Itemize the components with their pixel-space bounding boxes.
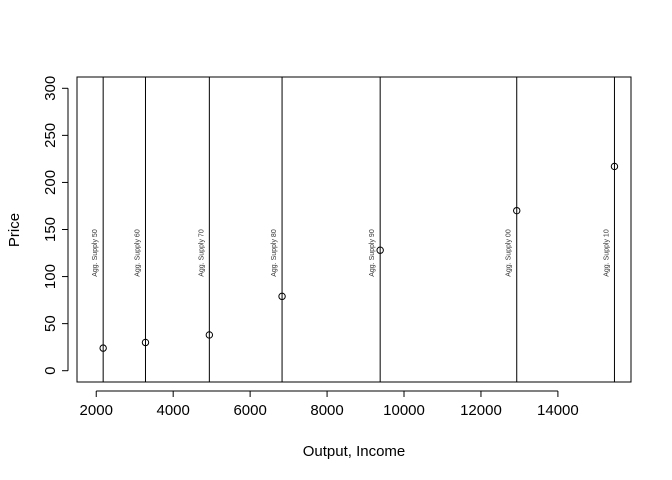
supply-vline-label: Agg. Supply 90 [369, 229, 376, 277]
y-tick-label: 50 [42, 315, 59, 332]
plot-frame [76, 76, 632, 383]
supply-vline-label: Agg. Supply 10 [603, 229, 610, 277]
y-tick-label: 250 [42, 123, 59, 148]
x-axis: 2000 4000 6000 8000 10000 12000 14000 [80, 390, 579, 419]
x-tick-label: 4000 [156, 402, 189, 419]
y-tick-label: 0 [42, 367, 59, 375]
data-point [376, 246, 384, 254]
data-point [610, 162, 619, 171]
data-point [513, 206, 521, 215]
x-tick-label: 12000 [460, 402, 502, 419]
points-layer [99, 162, 619, 352]
y-tick-label: 200 [42, 170, 59, 195]
x-tick-label: 8000 [310, 402, 343, 419]
y-tick-label: 100 [42, 264, 59, 289]
x-tick-label: 6000 [233, 402, 266, 419]
data-point [141, 338, 150, 347]
x-tick-label: 2000 [80, 402, 113, 419]
y-axis-label: Price [6, 213, 23, 247]
data-point [205, 331, 214, 339]
data-point [99, 344, 107, 352]
y-axis: 0 50 100 150 200 250 300 [42, 76, 69, 375]
y-tick-label: 300 [42, 76, 59, 101]
x-axis-label: Output, Income [303, 443, 406, 460]
vlines-layer: Agg. Supply 50 Agg. Supply 60 Agg. Supply … [92, 77, 615, 382]
supply-vline-label: Agg. Supply 60 [134, 229, 141, 277]
supply-vline-label: Agg. Supply 00 [506, 229, 513, 277]
x-tick-label: 14000 [537, 402, 579, 419]
x-tick-label: 10000 [383, 402, 425, 419]
supply-vline-label: Agg. Supply 70 [198, 229, 205, 277]
supply-vline-label: Agg. Supply 80 [271, 229, 278, 277]
supply-vline-label: Agg. Supply 50 [92, 229, 99, 277]
data-point [278, 292, 286, 301]
y-tick-label: 150 [42, 217, 59, 242]
